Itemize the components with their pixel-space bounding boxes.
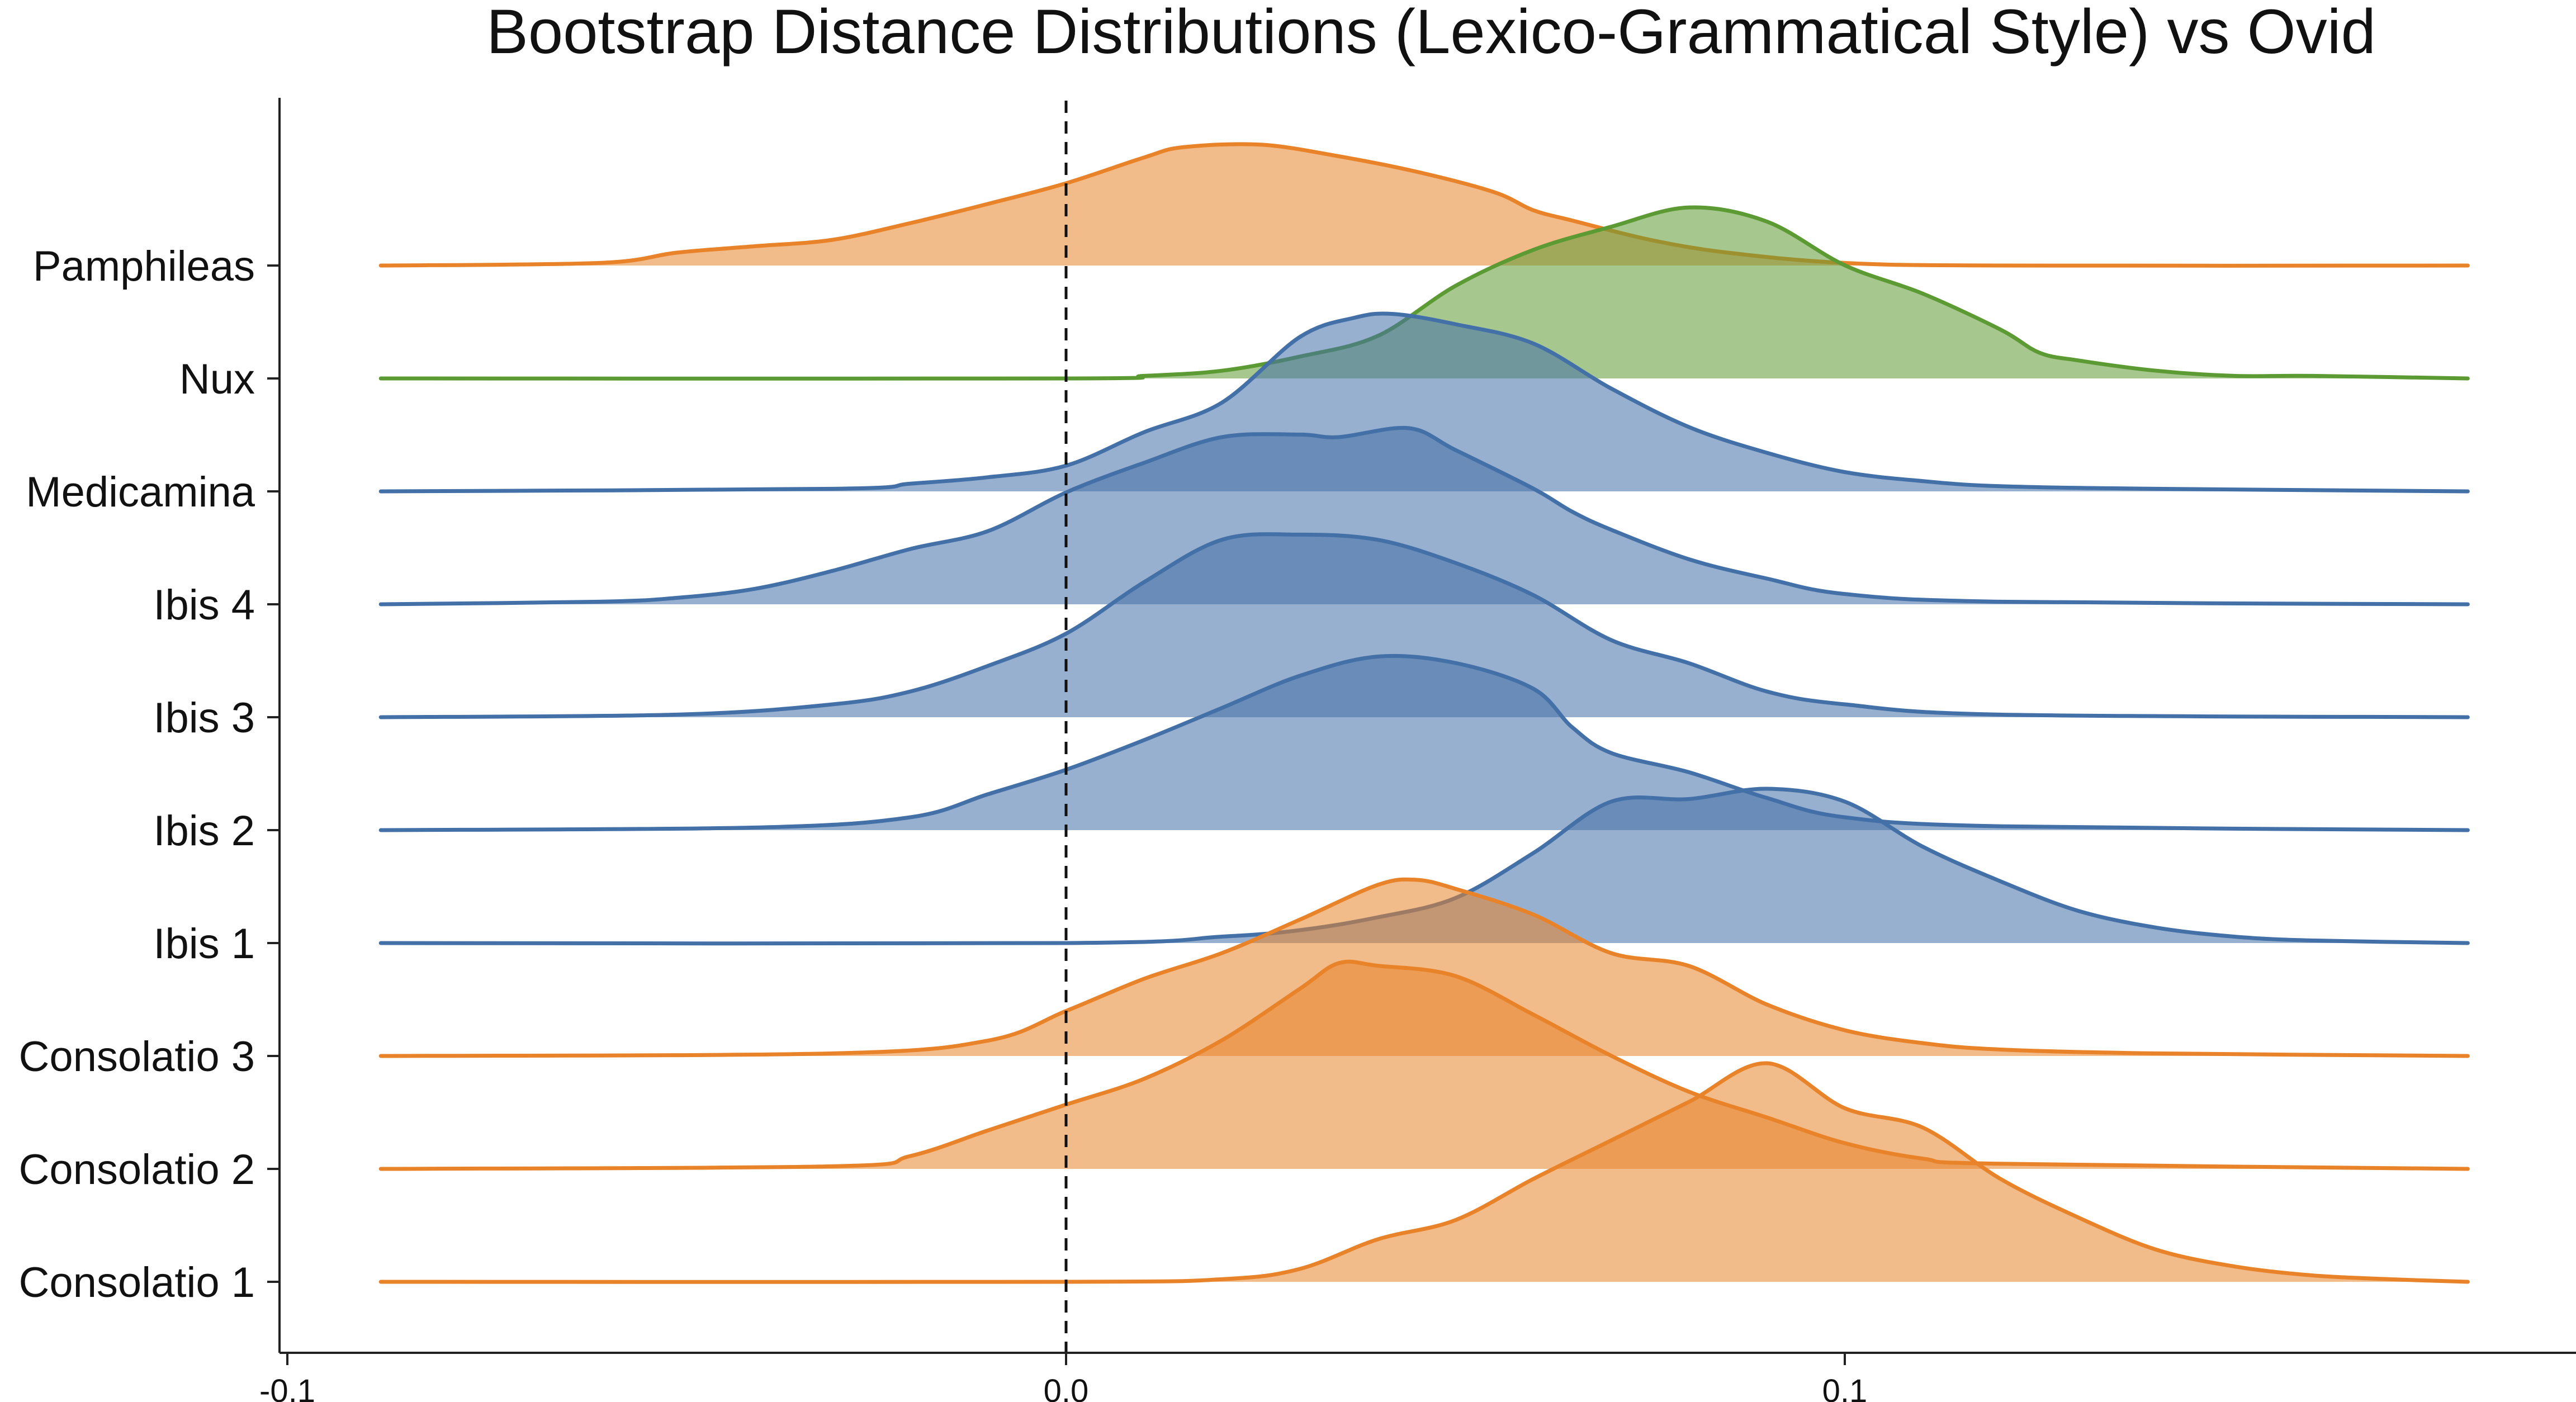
ridge-area-nux [381, 207, 2468, 379]
ridge-ibis-3 [378, 532, 2470, 719]
ridge-area-consolatio-3 [381, 879, 2468, 1056]
ridge-pamphileas [378, 142, 2470, 268]
y-tick-label-ibis-2: Ibis 2 [153, 807, 255, 855]
ridge-line-ibis-3 [378, 532, 2470, 719]
ridge-area-medicamina [381, 313, 2468, 491]
axes [278, 98, 2576, 1354]
x-tick-label-0: -0.1 [259, 1373, 315, 1402]
x-tick-label-1: 0.0 [1044, 1373, 1089, 1402]
x-tick-group: -0.1 0.0 0.1 [259, 1353, 1867, 1402]
ridge-area-ibis-3 [381, 534, 2468, 717]
x-tick-label-2: 0.1 [1822, 1373, 1868, 1402]
ridge-consolatio-3 [378, 877, 2470, 1058]
ridge-consolatio-1 [378, 1061, 2470, 1284]
ridge-line-medicamina [378, 311, 2470, 494]
ridge-line-ibis-4 [378, 425, 2470, 607]
ridge-medicamina [378, 311, 2470, 494]
y-tick-label-ibis-3: Ibis 3 [153, 694, 255, 742]
ridge-ibis-4 [378, 425, 2470, 607]
ridge-layers [378, 142, 2470, 1284]
y-tick-label-consolatio-1: Consolatio 1 [19, 1259, 255, 1306]
y-tick-label-nux: Nux [179, 356, 255, 403]
ridge-area-ibis-1 [381, 788, 2468, 944]
ridge-ibis-2 [378, 653, 2470, 832]
ridge-area-ibis-4 [381, 428, 2468, 604]
y-tick-group: Pamphileas Nux Medicamina Ibis 4 Ibis 3 Ibis … [19, 243, 280, 1306]
ridge-area-consolatio-2 [381, 961, 2468, 1169]
ridge-nux [378, 205, 2470, 381]
ridge-line-ibis-1 [378, 787, 2470, 946]
y-tick-label-pamphileas: Pamphileas [33, 243, 255, 290]
ridge-line-nux [378, 205, 2470, 381]
y-tick-label-ibis-4: Ibis 4 [153, 581, 255, 629]
y-tick-label-consolatio-3: Consolatio 3 [19, 1033, 255, 1081]
y-tick-label-ibis-1: Ibis 1 [153, 920, 255, 968]
y-tick-label-medicamina: Medicamina [26, 468, 255, 516]
ridge-area-consolatio-1 [381, 1063, 2468, 1282]
ridge-consolatio-2 [378, 959, 2470, 1171]
ridge-line-consolatio-1 [378, 1061, 2470, 1284]
ridge-ibis-1 [378, 787, 2470, 946]
ridge-area-ibis-2 [381, 656, 2468, 830]
ridge-area-pamphileas [381, 144, 2468, 266]
chart-title: Bootstrap Distance Distributions (Lexico… [486, 0, 2376, 67]
ridge-line-consolatio-3 [378, 877, 2470, 1058]
plot-area: Pamphileas Nux Medicamina Ibis 4 Ibis 3 Ibis … [19, 98, 2576, 1402]
y-tick-label-consolatio-2: Consolatio 2 [19, 1146, 255, 1193]
